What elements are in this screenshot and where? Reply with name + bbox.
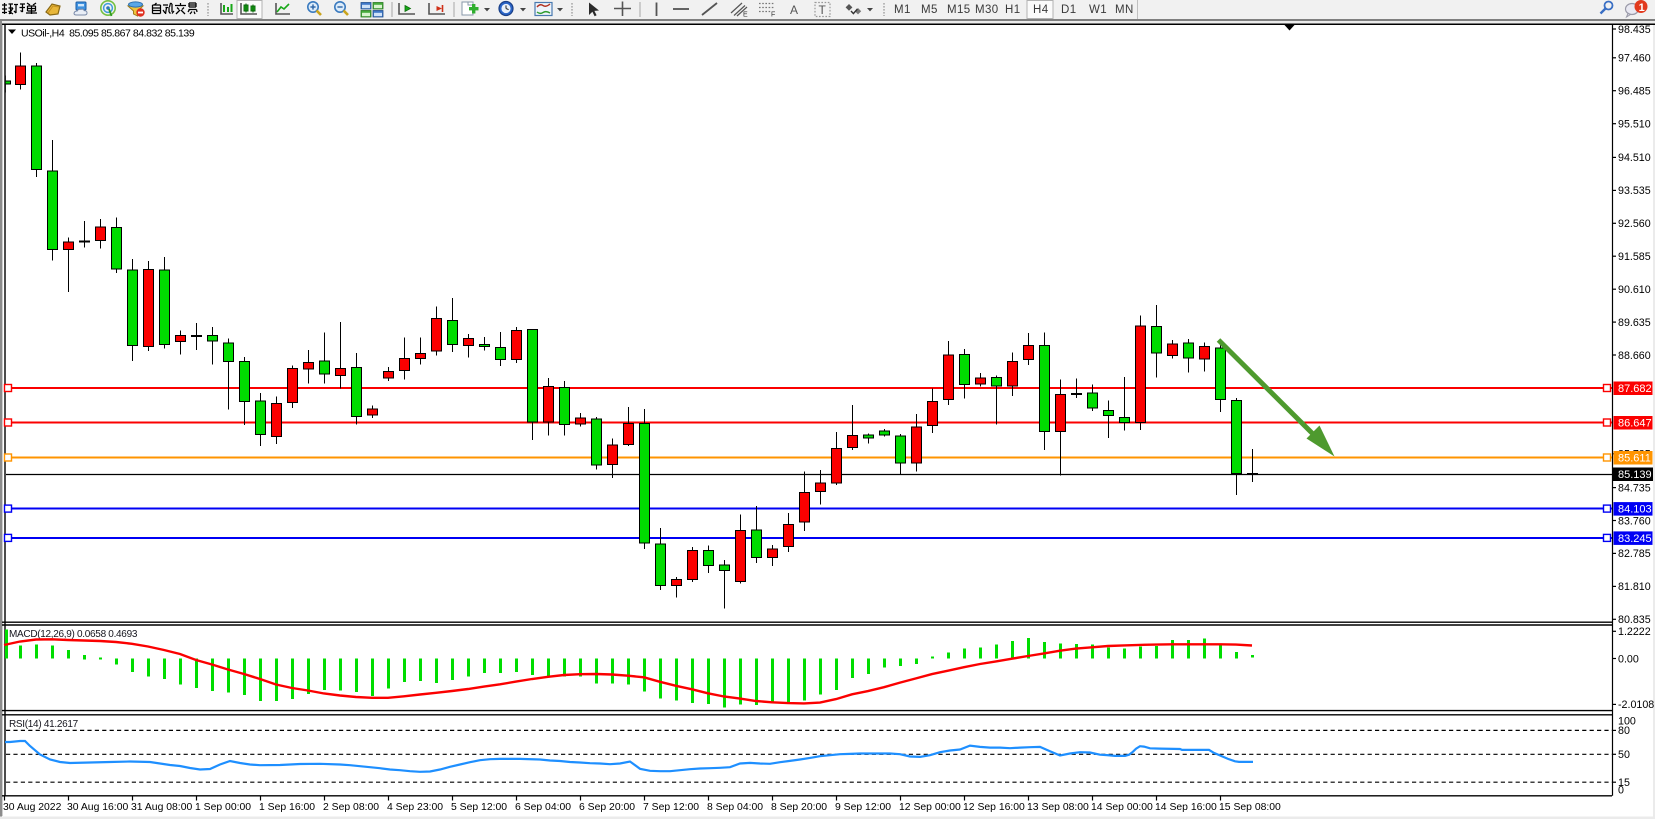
svg-text:83.760: 83.760 [1618,515,1651,527]
svg-text:87.682: 87.682 [1618,383,1652,395]
svg-text:6 Sep 04:00: 6 Sep 04:00 [515,802,571,813]
svg-text:MACD(12,26,9) 0.0658 0.4693: MACD(12,26,9) 0.0658 0.4693 [9,629,138,640]
svg-text:95.510: 95.510 [1618,119,1651,131]
svg-text:E: E [743,12,748,19]
svg-text:86.647: 86.647 [1618,418,1652,430]
svg-text:5 Sep 12:00: 5 Sep 12:00 [451,802,507,813]
svg-text:2 Sep 08:00: 2 Sep 08:00 [323,802,379,813]
svg-text:A: A [790,3,798,17]
svg-text:W1: W1 [1089,4,1107,16]
svg-text:30 Aug 16:00: 30 Aug 16:00 [67,802,128,813]
svg-text:6 Sep 20:00: 6 Sep 20:00 [579,802,635,813]
svg-text:H1: H1 [1005,4,1021,16]
svg-text:1 Sep 16:00: 1 Sep 16:00 [259,802,315,813]
svg-text:80.835: 80.835 [1618,614,1651,626]
svg-text:12 Sep 16:00: 12 Sep 16:00 [963,802,1025,813]
svg-text:12 Sep 00:00: 12 Sep 00:00 [899,802,961,813]
svg-text:93.535: 93.535 [1618,185,1651,197]
svg-text:M1: M1 [894,4,911,16]
svg-text:0.00: 0.00 [1618,653,1639,665]
svg-text:91.585: 91.585 [1618,251,1651,263]
svg-text:13 Sep 08:00: 13 Sep 08:00 [1027,802,1089,813]
svg-text:15 Sep 08:00: 15 Sep 08:00 [1219,802,1281,813]
svg-text:T: T [819,3,827,17]
svg-text:15: 15 [1618,777,1630,789]
svg-text:30 Aug 2022: 30 Aug 2022 [3,802,62,813]
svg-text:1.2222: 1.2222 [1618,626,1651,638]
svg-text:-2.0108: -2.0108 [1618,699,1654,711]
svg-text:M15: M15 [947,4,971,16]
svg-text:31 Aug 08:00: 31 Aug 08:00 [131,802,192,813]
svg-text:1: 1 [1639,2,1645,14]
svg-text:14 Sep 00:00: 14 Sep 00:00 [1091,802,1153,813]
svg-text:84.735: 84.735 [1618,482,1651,494]
svg-text:H4: H4 [1033,4,1049,16]
svg-text:8 Sep 20:00: 8 Sep 20:00 [771,802,827,813]
svg-text:92.560: 92.560 [1618,218,1651,230]
svg-text:MN: MN [1115,4,1134,16]
svg-text:82.785: 82.785 [1618,548,1651,560]
svg-text:0: 0 [1618,784,1624,796]
svg-text:88.660: 88.660 [1618,350,1651,362]
svg-text:9 Sep 12:00: 9 Sep 12:00 [835,802,891,813]
svg-text:50: 50 [1618,749,1630,761]
svg-text:RSI(14) 41.2617: RSI(14) 41.2617 [9,719,79,730]
svg-text:84.103: 84.103 [1618,504,1652,516]
svg-text:4 Sep 23:00: 4 Sep 23:00 [387,802,443,813]
svg-text:85.139: 85.139 [1618,469,1652,481]
svg-text:D1: D1 [1061,4,1077,16]
svg-text:8 Sep 04:00: 8 Sep 04:00 [707,802,763,813]
svg-text:83.245: 83.245 [1618,533,1652,545]
svg-text:14 Sep 16:00: 14 Sep 16:00 [1155,802,1217,813]
svg-text:90.610: 90.610 [1618,284,1651,296]
svg-text:85.611: 85.611 [1618,453,1651,465]
svg-text:F: F [771,12,775,19]
svg-text:89.635: 89.635 [1618,317,1651,329]
svg-text:USOil-,H4 85.095 85.867 84.83: USOil-,H4 85.095 85.867 84.832 85.139 [21,28,195,40]
svg-text:97.460: 97.460 [1618,53,1651,65]
svg-text:81.810: 81.810 [1618,581,1651,593]
svg-text:M5: M5 [921,4,938,16]
svg-text:96.485: 96.485 [1618,86,1651,98]
svg-text:80: 80 [1618,725,1630,737]
svg-text:98.435: 98.435 [1618,24,1651,36]
svg-text:1 Sep 00:00: 1 Sep 00:00 [195,802,251,813]
svg-text:M30: M30 [975,4,999,16]
svg-text:94.510: 94.510 [1618,152,1651,164]
svg-text:100: 100 [1618,715,1636,727]
svg-text:7 Sep 12:00: 7 Sep 12:00 [643,802,699,813]
